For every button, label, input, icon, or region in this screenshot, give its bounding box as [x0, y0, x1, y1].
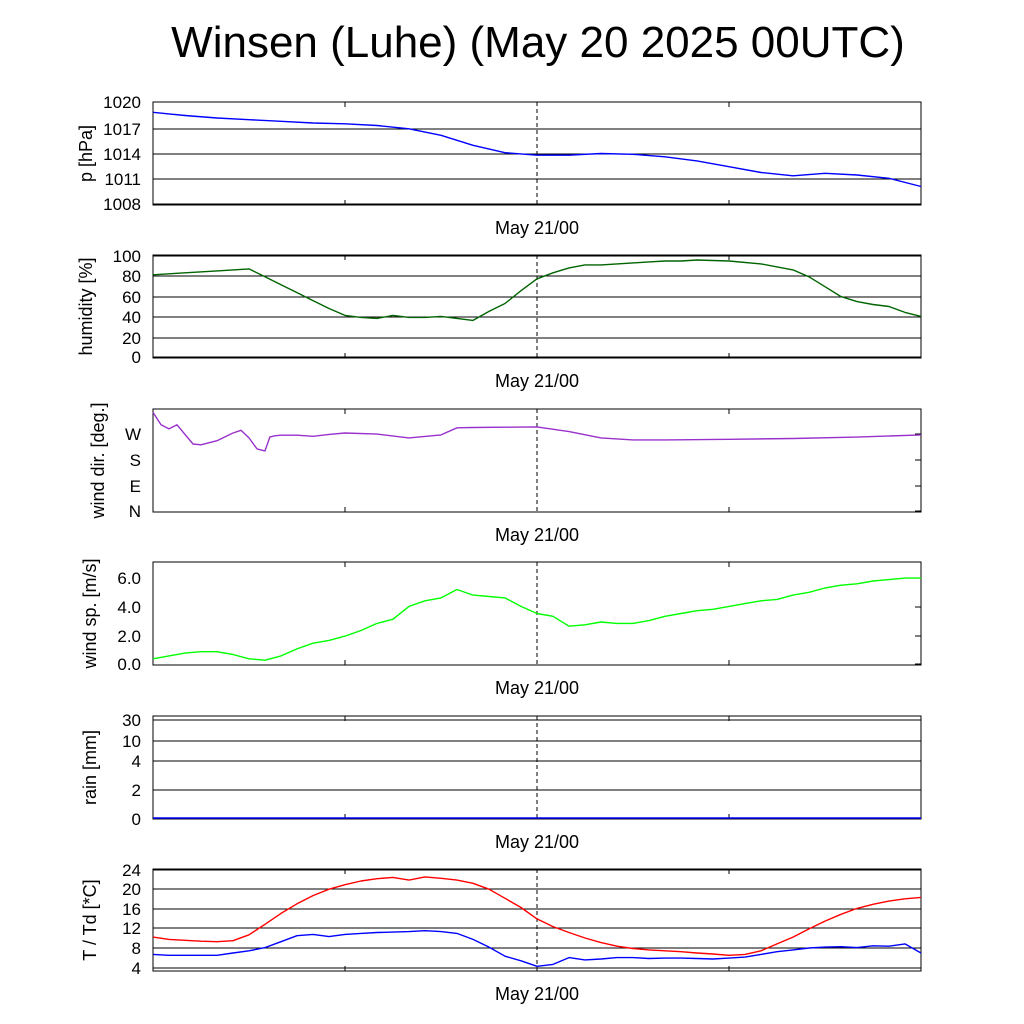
y-tick-label: 2: [132, 781, 141, 800]
y-tick-label: 16: [122, 900, 141, 919]
y-axis-label: wind dir. [deg.]: [88, 402, 108, 519]
y-axis-label: humidity [%]: [76, 257, 96, 355]
y-tick-label: 4.0: [117, 598, 141, 617]
y-tick-label: W: [125, 425, 141, 444]
y-tick-label: 10: [122, 732, 141, 751]
y-tick-label: 0.0: [117, 655, 141, 674]
y-tick-label: 6.0: [117, 569, 141, 588]
y-axis-label: wind sp. [m/s]: [80, 558, 100, 669]
y-axis-label: T / Td [*C]: [80, 879, 100, 960]
y-axis-label: rain [mm]: [80, 730, 100, 805]
y-tick-label: 20: [122, 329, 141, 348]
y-tick-label: 1020: [103, 93, 141, 112]
y-tick-label: 1008: [103, 195, 141, 214]
panel-frame: [152, 101, 922, 206]
chart-title: Winsen (Luhe) (May 20 2025 00UTC): [171, 18, 905, 67]
y-tick-label: 1014: [103, 145, 141, 164]
x-axis-label: May 21/00: [495, 525, 579, 545]
y-tick-label: 0: [132, 810, 141, 829]
y-axis-label: p [hPa]: [76, 125, 96, 182]
y-tick-label: N: [129, 502, 141, 521]
series-line: [152, 259, 922, 322]
x-axis-label: May 21/00: [495, 984, 579, 1004]
x-axis-label: May 21/00: [495, 371, 579, 391]
series-line: [152, 577, 921, 661]
y-tick-label: 1011: [104, 170, 141, 189]
y-tick-label: 80: [122, 267, 141, 286]
series-line: [152, 412, 922, 452]
series-line: [152, 111, 922, 188]
y-tick-label: 24: [122, 861, 141, 880]
panel-frame: [152, 408, 922, 513]
x-axis-label: May 21/00: [495, 678, 579, 698]
y-tick-label: 1017: [103, 120, 141, 139]
y-tick-label: 40: [122, 308, 141, 327]
y-tick-label: 100: [113, 247, 141, 266]
panel-frame: [152, 868, 922, 972]
x-axis-label: May 21/00: [495, 218, 579, 238]
y-tick-label: 60: [122, 288, 141, 307]
panel-frame: [152, 254, 922, 359]
y-tick-label: 30: [122, 711, 141, 730]
series-line: [152, 930, 922, 967]
y-tick-label: 20: [122, 880, 141, 899]
x-axis-label: May 21/00: [495, 832, 579, 852]
series-line: [152, 876, 922, 956]
panel-frame: [152, 561, 922, 666]
y-tick-label: 0: [132, 348, 141, 367]
y-tick-label: 8: [132, 939, 141, 958]
y-tick-label: 2.0: [117, 627, 141, 646]
panel-frame: [152, 715, 922, 820]
y-tick-label: E: [130, 477, 141, 496]
y-tick-label: 4: [132, 752, 141, 771]
y-tick-label: S: [130, 451, 141, 470]
y-tick-label: 12: [122, 919, 141, 938]
y-tick-label: 4: [132, 959, 141, 978]
